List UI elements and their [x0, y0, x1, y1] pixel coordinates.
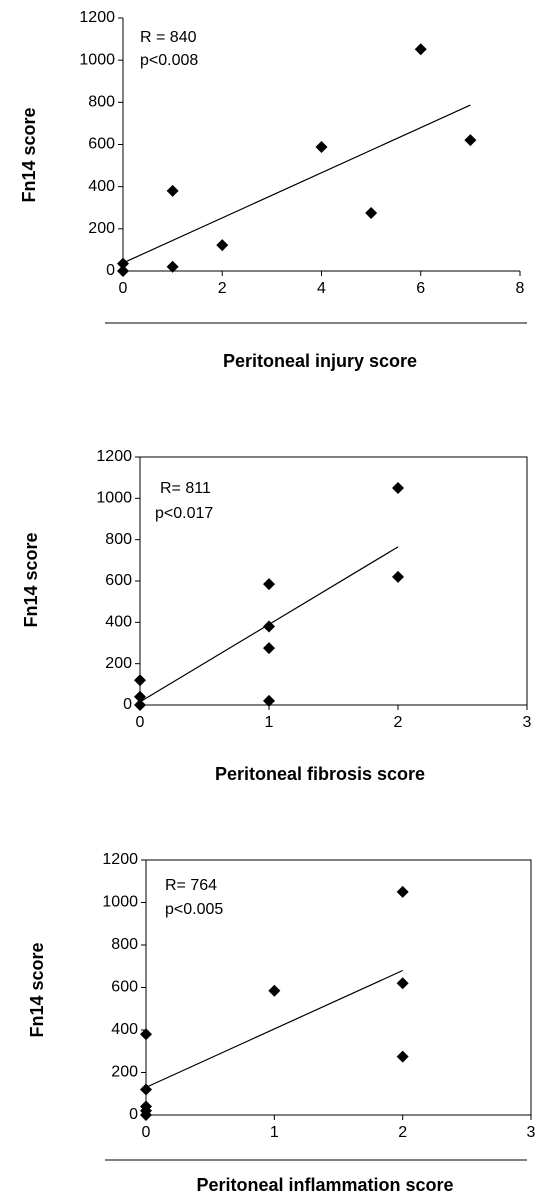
- y-tick-label: 200: [88, 220, 115, 237]
- y-axis-title: Fn14 score: [19, 107, 39, 202]
- x-tick-label: 3: [523, 714, 532, 731]
- y-tick-label: 0: [106, 262, 115, 279]
- data-point: [464, 134, 477, 147]
- y-tick-label: 1000: [96, 490, 132, 507]
- x-tick-label: 0: [119, 280, 128, 297]
- x-tick-label: 2: [394, 714, 403, 731]
- data-point: [315, 141, 328, 154]
- y-axis-title: Fn14 score: [27, 942, 47, 1037]
- x-tick-label: 2: [218, 280, 227, 297]
- annotation: R= 764: [165, 877, 217, 894]
- y-tick-label: 200: [111, 1064, 138, 1081]
- x-axis-title: Peritoneal inflammation score: [196, 1175, 453, 1195]
- data-point: [216, 239, 229, 252]
- data-point: [268, 984, 281, 997]
- y-axis-title: Fn14 score: [21, 532, 41, 627]
- data-point: [117, 257, 129, 270]
- y-tick-label: 1200: [96, 448, 132, 465]
- data-point: [134, 674, 146, 687]
- data-point: [396, 977, 409, 990]
- x-tick-label: 2: [398, 1124, 407, 1141]
- data-point: [166, 260, 179, 273]
- data-point: [134, 699, 146, 711]
- y-tick-label: 400: [88, 178, 115, 195]
- y-tick-label: 800: [105, 531, 132, 548]
- y-tick-label: 600: [88, 136, 115, 153]
- x-tick-label: 1: [270, 1124, 279, 1141]
- y-tick-label: 800: [88, 94, 115, 111]
- data-point: [396, 885, 409, 898]
- x-tick-label: 4: [317, 280, 326, 297]
- y-tick-label: 400: [111, 1021, 138, 1038]
- x-tick-label: 8: [516, 280, 525, 297]
- y-tick-label: 1000: [102, 894, 138, 911]
- x-axis-title: Peritoneal fibrosis score: [215, 764, 425, 784]
- annotation: p<0.008: [140, 52, 198, 69]
- data-point: [392, 570, 404, 583]
- data-point: [263, 694, 275, 707]
- x-tick-label: 0: [142, 1124, 151, 1141]
- data-point: [134, 690, 146, 703]
- y-tick-label: 1200: [79, 9, 115, 26]
- data-point: [263, 578, 275, 591]
- annotation: p<0.005: [165, 901, 223, 918]
- y-tick-label: 0: [129, 1106, 138, 1123]
- data-point: [140, 1109, 152, 1121]
- y-tick-label: 600: [111, 979, 138, 996]
- y-tick-label: 600: [105, 572, 132, 589]
- data-point: [414, 43, 427, 56]
- data-point: [365, 207, 378, 220]
- y-tick-label: 800: [111, 936, 138, 953]
- data-point: [117, 265, 129, 277]
- trendline: [145, 969, 403, 1088]
- annotation: p<0.017: [155, 505, 213, 522]
- annotation: R = 840: [140, 29, 197, 46]
- x-axis-title: Peritoneal injury score: [223, 351, 417, 371]
- trendline: [122, 104, 471, 264]
- x-tick-label: 3: [527, 1124, 536, 1141]
- data-point: [263, 620, 275, 633]
- y-tick-label: 400: [105, 614, 132, 631]
- y-tick-label: 0: [123, 696, 132, 713]
- x-tick-label: 6: [416, 280, 425, 297]
- data-point: [396, 1050, 409, 1063]
- data-point: [263, 642, 275, 655]
- x-tick-label: 0: [136, 714, 145, 731]
- y-tick-label: 1200: [102, 851, 138, 868]
- annotation: R= 811: [160, 480, 211, 497]
- y-tick-label: 1000: [79, 51, 115, 68]
- plot-frame: [145, 859, 532, 1116]
- data-point: [140, 1083, 152, 1096]
- x-tick-label: 1: [265, 714, 274, 731]
- data-point: [140, 1028, 152, 1041]
- data-point: [166, 184, 179, 197]
- y-tick-label: 200: [105, 655, 132, 672]
- data-point: [392, 482, 404, 494]
